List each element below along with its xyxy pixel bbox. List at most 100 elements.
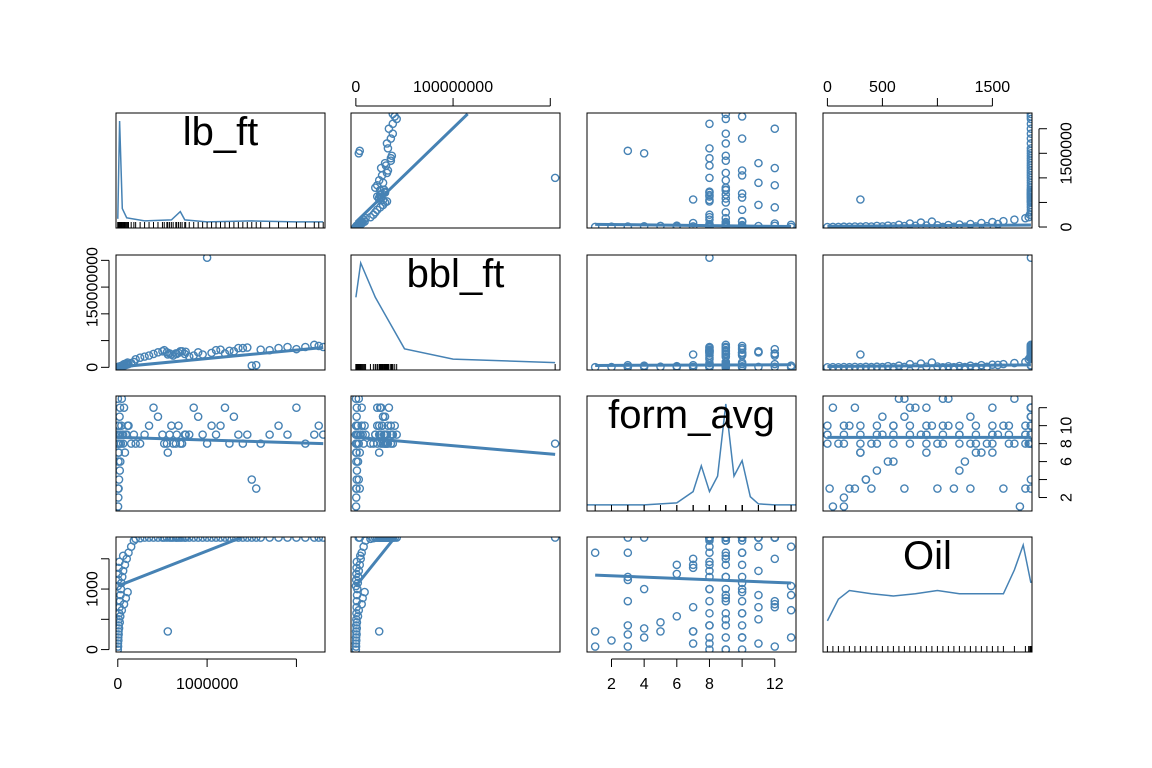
point <box>705 566 714 576</box>
point <box>971 448 981 457</box>
point <box>153 537 163 542</box>
panel-form_avg-vs-form_avg: form_avg <box>586 393 797 512</box>
point <box>162 537 172 542</box>
panel-border <box>115 395 326 512</box>
point <box>705 212 714 222</box>
point <box>116 412 124 421</box>
point <box>623 362 633 370</box>
point <box>211 537 221 542</box>
point <box>388 113 398 119</box>
point <box>193 348 203 357</box>
point <box>382 139 392 148</box>
point <box>149 403 158 412</box>
density-curve-form_avg <box>587 403 796 506</box>
point <box>140 352 149 361</box>
point <box>639 633 649 642</box>
point <box>623 621 633 630</box>
point <box>1026 151 1032 161</box>
point <box>383 166 393 175</box>
regression-line <box>355 435 556 456</box>
tick-label: 8 <box>705 676 714 693</box>
point <box>355 484 365 493</box>
point <box>309 430 319 439</box>
point <box>927 217 937 226</box>
point <box>352 569 361 579</box>
point <box>845 484 854 493</box>
point <box>944 421 953 430</box>
point <box>721 584 731 594</box>
point <box>242 343 252 352</box>
point <box>867 439 876 448</box>
tick-label: 500 <box>869 79 896 96</box>
point <box>705 362 714 370</box>
point <box>1021 421 1030 430</box>
tick-label: 2 <box>607 676 616 693</box>
point <box>911 403 920 412</box>
point <box>135 537 145 543</box>
point <box>292 403 301 412</box>
point <box>905 359 915 369</box>
point <box>351 645 361 652</box>
point <box>705 210 714 220</box>
point <box>737 587 747 597</box>
point <box>721 621 731 630</box>
panel-bbl_ft-vs-Oil <box>822 254 1033 371</box>
point <box>126 439 136 448</box>
point <box>120 448 130 457</box>
point <box>889 421 898 430</box>
point <box>607 636 616 645</box>
regression-line <box>595 363 792 367</box>
point <box>1021 484 1030 493</box>
point <box>381 537 391 542</box>
panel-border <box>822 395 1033 512</box>
point <box>116 639 123 648</box>
rug-lb_ft <box>117 222 324 228</box>
point <box>878 412 887 421</box>
point <box>153 412 163 421</box>
panel-border <box>586 254 797 371</box>
point <box>754 566 763 576</box>
panel-border <box>115 536 326 653</box>
point <box>238 343 248 353</box>
point <box>786 605 796 615</box>
point <box>357 421 366 430</box>
top-axis-bbl_ft: 0 100000000 <box>351 79 551 107</box>
point <box>198 350 207 359</box>
point <box>839 502 849 511</box>
point <box>202 255 212 262</box>
point <box>388 119 398 129</box>
point <box>357 403 366 412</box>
tick-label: 0 <box>1059 222 1076 231</box>
axes-layer: 0 100000000 0 500 1500 0 1000000 2 4 6 8 12 0 1500000… <box>85 79 1076 693</box>
point <box>116 484 123 493</box>
point <box>721 114 731 124</box>
point <box>721 213 731 223</box>
point <box>705 548 714 558</box>
tick-label: 8 <box>1059 439 1076 448</box>
point <box>856 421 865 430</box>
point <box>116 563 124 573</box>
point <box>117 396 127 403</box>
point <box>590 362 600 370</box>
point <box>639 624 649 633</box>
point <box>371 183 380 193</box>
panel-border <box>115 112 326 229</box>
point <box>688 362 698 370</box>
point <box>977 448 986 457</box>
variable-label-lb_ft: lb_ft <box>183 110 259 154</box>
point <box>770 554 780 564</box>
point <box>786 362 796 370</box>
point <box>1004 421 1014 430</box>
tick-label: 0 <box>351 79 360 96</box>
point <box>360 217 369 226</box>
point <box>938 396 948 403</box>
regression-line <box>117 346 324 369</box>
point <box>786 590 796 600</box>
point <box>927 421 937 430</box>
point <box>181 347 190 357</box>
point <box>721 593 731 603</box>
point <box>131 439 140 448</box>
point <box>116 475 124 484</box>
point <box>721 190 731 199</box>
point <box>823 421 832 430</box>
